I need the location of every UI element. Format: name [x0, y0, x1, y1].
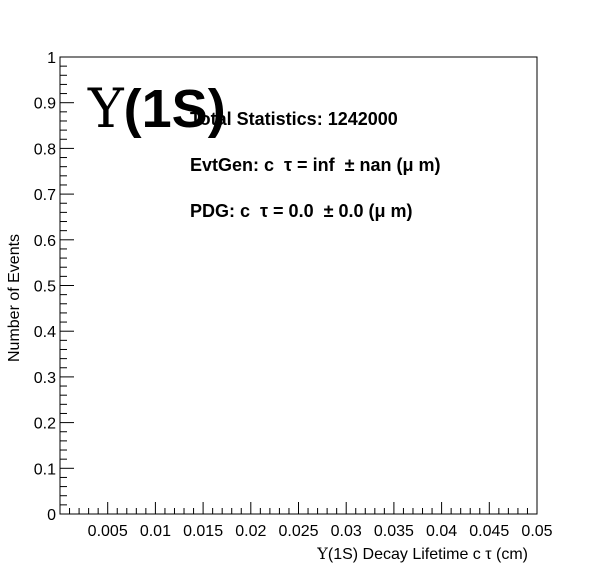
y-tick-label: 0.2 [34, 416, 56, 433]
y-tick-label: 0.8 [34, 141, 56, 158]
y-tick-label: 0.5 [34, 279, 56, 296]
y-tick-label: 0.7 [34, 187, 56, 204]
x-axis-label-symbol: Υ [316, 544, 328, 563]
y-tick-label: 0.4 [34, 324, 56, 341]
particle-state: (1S) [124, 79, 226, 139]
y-tick-label: 0 [47, 507, 56, 524]
x-tick-label: 0.05 [521, 523, 552, 540]
particle-symbol: Υ [87, 77, 125, 140]
x-tick-label: 0.03 [331, 523, 362, 540]
y-tick-label: 0.6 [34, 233, 56, 250]
x-axis-label: Υ(1S) Decay Lifetime c τ (cm) [316, 544, 528, 563]
y-tick-label: 0.1 [34, 461, 56, 478]
x-tick-label: 0.01 [140, 523, 171, 540]
x-tick-label: 0.015 [183, 523, 223, 540]
x-tick-label: 0.02 [235, 523, 266, 540]
pdg-lifetime-text: PDG: c τ = 0.0 ± 0.0 (μ m) [190, 201, 413, 221]
y-axis-label: Number of Events [6, 234, 23, 362]
x-tick-label: 0.005 [88, 523, 128, 540]
x-axis-label-text: (1S) Decay Lifetime c τ (cm) [328, 546, 528, 563]
x-axis-tick-labels: 0.005 0.01 0.015 0.02 0.025 0.03 0.035 0.04 0.04… [88, 523, 553, 540]
y-tick-label: 0.9 [34, 96, 56, 113]
x-axis-ticks [69, 502, 538, 514]
x-tick-label: 0.035 [374, 523, 414, 540]
particle-label: Υ(1S) [87, 77, 226, 140]
evtgen-lifetime-text: EvtGen: c τ = inf ± nan (μ m) [190, 155, 440, 175]
x-tick-label: 0.04 [426, 523, 457, 540]
total-statistics-text: Total Statistics: 1242000 [190, 109, 398, 129]
y-axis-tick-labels: 0 0.1 0.2 0.3 0.4 0.5 0.6 0.7 0.8 0.9 1 [34, 50, 56, 524]
x-tick-label: 0.025 [278, 523, 318, 540]
y-tick-label: 0.3 [34, 370, 56, 387]
y-tick-label: 1 [47, 50, 56, 67]
x-tick-label: 0.045 [469, 523, 509, 540]
y-axis-ticks [60, 56, 74, 515]
